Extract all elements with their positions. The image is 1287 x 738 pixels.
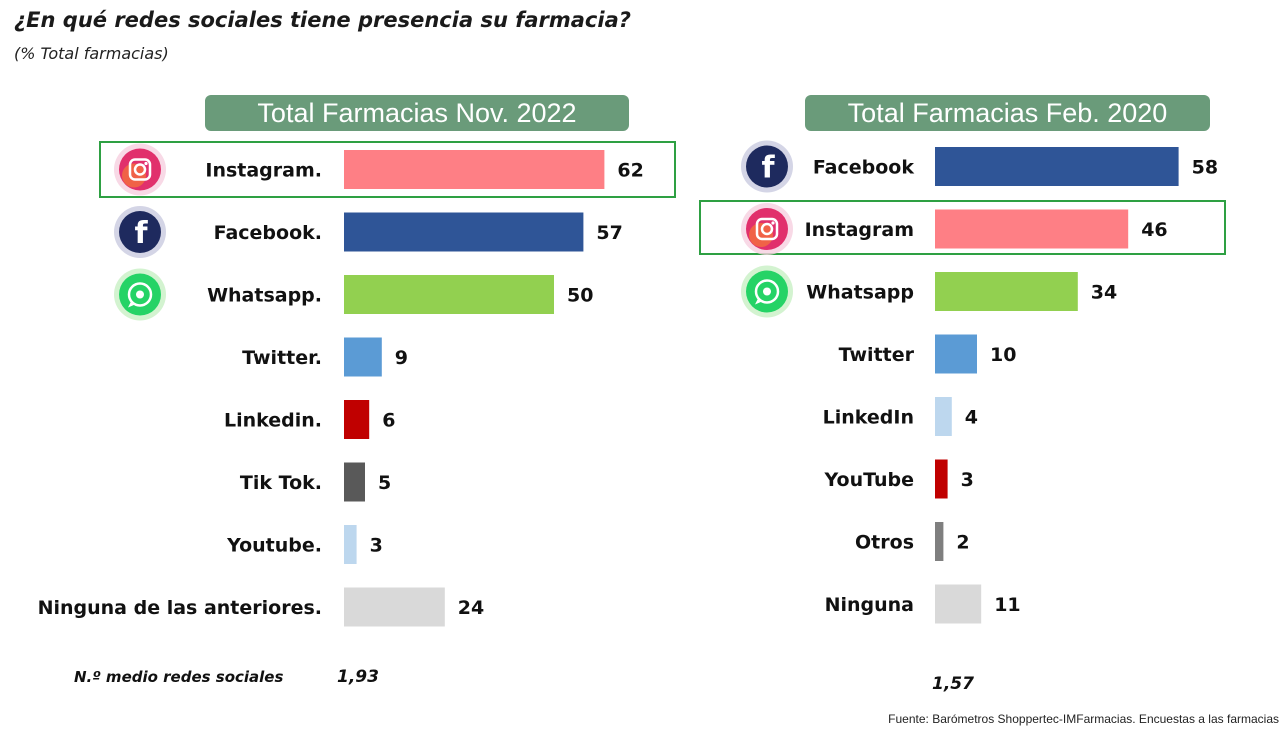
chart-title-2020: Total Farmacias Feb. 2020 bbox=[805, 95, 1210, 131]
category-label-facebook: Facebook bbox=[813, 157, 915, 179]
bar-linkedin bbox=[935, 397, 952, 436]
bar-ninguna-de-las-anteriores bbox=[344, 587, 445, 627]
svg-text:f: f bbox=[761, 151, 775, 186]
bar-ninguna bbox=[935, 584, 982, 624]
chart-title-2022: Total Farmacias Nov. 2022 bbox=[205, 95, 629, 131]
category-label-youtube: Youtube. bbox=[226, 535, 322, 557]
value-label-whatsapp: 50 bbox=[567, 285, 593, 307]
instagram-icon bbox=[741, 203, 793, 255]
highlight-box bbox=[699, 200, 1226, 255]
value-label-twitter: 9 bbox=[395, 347, 408, 369]
category-label-twitter: Twitter. bbox=[242, 347, 322, 369]
category-label-twitter: Twitter bbox=[839, 344, 915, 366]
bar-tik-tok bbox=[344, 462, 365, 502]
chart-0: Instagram. 62 Facebook. 57 f Whatsapp. 50 Twitt… bbox=[38, 141, 676, 627]
avg-value-2022: 1,93 bbox=[337, 667, 379, 687]
instagram-icon bbox=[114, 143, 166, 196]
bar-whatsapp bbox=[344, 275, 554, 314]
value-label-instagram: 46 bbox=[1141, 219, 1167, 241]
whatsapp-icon bbox=[114, 268, 166, 321]
category-label-instagram: Instagram bbox=[805, 219, 914, 241]
category-label-ninguna: Ninguna bbox=[825, 594, 914, 616]
category-label-tik-tok: Tik Tok. bbox=[240, 472, 322, 494]
value-label-ninguna: 11 bbox=[994, 594, 1020, 616]
bar-twitter bbox=[344, 337, 382, 377]
value-label-whatsapp: 34 bbox=[1091, 282, 1117, 304]
bar-youtube bbox=[344, 525, 357, 564]
category-label-linkedin: LinkedIn bbox=[823, 407, 914, 429]
whatsapp-icon bbox=[741, 265, 793, 318]
category-label-youtube: YouTube bbox=[824, 469, 914, 491]
bar-instagram bbox=[935, 209, 1129, 249]
bar-facebook bbox=[344, 212, 584, 252]
bar-whatsapp bbox=[935, 272, 1078, 311]
value-label-youtube: 3 bbox=[370, 535, 383, 557]
value-label-twitter: 10 bbox=[990, 344, 1016, 366]
category-label-whatsapp: Whatsapp bbox=[806, 282, 914, 304]
value-label-facebook: 57 bbox=[596, 222, 622, 244]
bar-twitter bbox=[935, 334, 977, 374]
value-label-tik-tok: 5 bbox=[378, 472, 391, 494]
bar-youtube bbox=[935, 459, 948, 499]
category-label-ninguna-de-las-anteriores: Ninguna de las anteriores. bbox=[38, 597, 322, 619]
category-label-instagram: Instagram. bbox=[205, 160, 322, 182]
category-label-facebook: Facebook. bbox=[214, 222, 322, 244]
category-label-otros: Otros bbox=[855, 532, 914, 554]
value-label-ninguna-de-las-anteriores: 24 bbox=[458, 597, 484, 619]
category-label-linkedin: Linkedin. bbox=[224, 410, 322, 432]
facebook-icon: f bbox=[114, 206, 166, 258]
value-label-instagram: 62 bbox=[617, 160, 643, 182]
bar-facebook bbox=[935, 147, 1179, 186]
value-label-youtube: 3 bbox=[961, 469, 974, 491]
svg-text:f: f bbox=[134, 216, 148, 251]
value-label-linkedin: 6 bbox=[382, 410, 395, 432]
facebook-icon: f bbox=[741, 140, 793, 193]
value-label-facebook: 58 bbox=[1192, 157, 1218, 179]
bar-otros bbox=[935, 522, 944, 561]
bar-instagram bbox=[344, 150, 605, 189]
source-note: Fuente: Barómetros Shoppertec-IMFarmacia… bbox=[888, 712, 1279, 726]
value-label-otros: 2 bbox=[956, 532, 969, 554]
highlight-box bbox=[99, 141, 676, 198]
avg-label: N.º medio redes sociales bbox=[74, 668, 284, 686]
category-label-whatsapp: Whatsapp. bbox=[207, 285, 322, 307]
bar-linkedin bbox=[344, 400, 370, 439]
page-subtitle: (% Total farmacias) bbox=[14, 44, 169, 63]
avg-value-2020: 1,57 bbox=[932, 674, 974, 694]
value-label-linkedin: 4 bbox=[965, 407, 978, 429]
page-title: ¿En qué redes sociales tiene presencia s… bbox=[14, 8, 631, 32]
